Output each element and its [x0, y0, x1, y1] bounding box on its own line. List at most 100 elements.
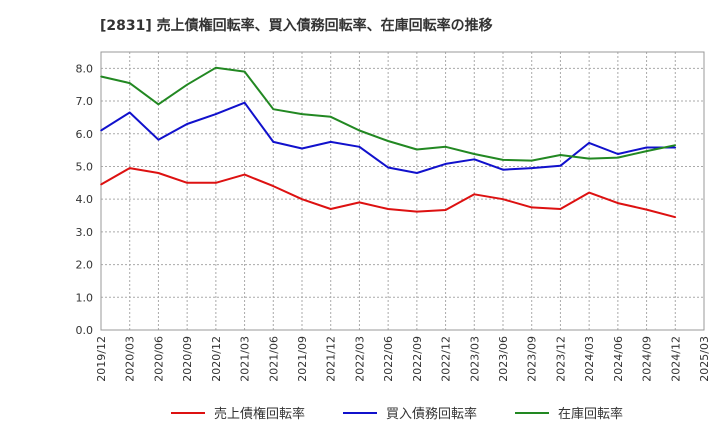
data-point [272, 185, 275, 187]
data-point [157, 103, 160, 106]
data-point [100, 183, 102, 186]
x-tick-label: 2021/03 [239, 336, 252, 382]
x-tick-label: 2023/09 [526, 336, 539, 382]
x-tick-label: 2023/12 [554, 336, 567, 382]
legend: 売上債権回転率 買入債務回転率 在庫回転率 [171, 406, 623, 422]
data-point [444, 146, 447, 148]
x-tick-label: 2021/12 [325, 336, 338, 382]
data-point [301, 198, 303, 200]
x-tick-label: 2020/06 [152, 336, 165, 382]
legend-label-2: 在庫回転率 [558, 406, 623, 422]
data-point [128, 82, 131, 84]
x-tick-label: 2024/12 [669, 336, 682, 382]
y-axis-ticks: 0.0 1.0 2.0 3.0 4.0 5.0 6.0 7.0 8.0 [76, 62, 94, 337]
grid-lines [100, 52, 705, 331]
y-tick-label: 1.0 [76, 291, 94, 304]
data-point [387, 140, 389, 142]
data-point [329, 141, 332, 143]
data-point [387, 208, 389, 210]
data-point [329, 115, 332, 118]
data-point [272, 141, 275, 143]
x-tick-label: 2022/03 [353, 336, 366, 382]
y-tick-label: 2.0 [76, 259, 94, 272]
data-point [530, 206, 533, 209]
data-point [243, 70, 246, 73]
legend-label-1: 買入債務回転率 [386, 406, 477, 422]
x-tick-label: 2020/12 [210, 336, 223, 382]
data-point [329, 208, 332, 210]
data-point [128, 111, 131, 114]
data-point [588, 142, 590, 144]
data-point [186, 83, 188, 86]
x-tick-label: 2025/03 [698, 336, 711, 382]
x-tick-label: 2020/09 [181, 336, 194, 382]
y-tick-label: 6.0 [76, 128, 94, 141]
y-tick-label: 3.0 [76, 226, 94, 239]
data-point [645, 150, 648, 152]
x-tick-label: 2023/03 [468, 336, 481, 382]
y-tick-label: 0.0 [76, 324, 94, 337]
data-point [358, 201, 361, 204]
x-tick-label: 2022/09 [411, 336, 424, 382]
data-point [215, 113, 217, 115]
x-tick-label: 2021/06 [267, 336, 280, 382]
data-point [416, 172, 418, 174]
data-point [502, 159, 504, 161]
data-point [100, 75, 102, 78]
data-point [617, 202, 619, 204]
data-point [272, 108, 275, 111]
x-tick-label: 2024/09 [641, 336, 654, 382]
data-point [128, 167, 131, 169]
data-point [502, 168, 504, 171]
data-point [530, 167, 533, 169]
data-point [530, 159, 533, 162]
x-axis-ticks: 2019/12 2020/03 2020/06 2020/09 2020/12 2021/… [95, 336, 711, 382]
data-point [157, 138, 160, 141]
data-point [243, 173, 246, 176]
x-tick-label: 2024/06 [612, 336, 625, 382]
x-tick-label: 2023/06 [497, 336, 510, 382]
plot-frame [100, 51, 705, 331]
data-point [674, 216, 677, 218]
data-point [502, 198, 504, 200]
data-point [473, 153, 476, 155]
x-tick-label: 2022/12 [440, 336, 453, 382]
data-point [243, 101, 246, 104]
series-lines [100, 66, 677, 219]
x-tick-label: 2019/12 [95, 336, 108, 382]
data-point [559, 154, 562, 156]
data-point [416, 210, 418, 213]
data-point [645, 146, 648, 149]
data-point [215, 182, 217, 184]
legend-label-0: 売上債権回転率 [214, 406, 305, 422]
data-point [473, 193, 476, 196]
x-tick-label: 2024/03 [583, 336, 596, 382]
data-point [588, 191, 590, 194]
data-point [186, 123, 188, 125]
data-point [387, 166, 389, 169]
data-point [473, 158, 476, 161]
data-point [559, 208, 562, 210]
data-point [645, 208, 648, 211]
y-tick-label: 7.0 [76, 95, 94, 108]
x-tick-label: 2020/03 [124, 336, 137, 382]
data-point [444, 163, 447, 165]
data-point [301, 147, 303, 150]
data-point [301, 113, 303, 115]
y-tick-label: 5.0 [76, 160, 94, 173]
x-tick-label: 2022/06 [382, 336, 395, 382]
data-point [444, 209, 447, 211]
chart-title: [2831] 売上債権回転率、買入債務回転率、在庫回転率の推移 [100, 17, 493, 34]
data-point [157, 172, 160, 174]
x-tick-label: 2021/09 [296, 336, 309, 382]
data-point [358, 146, 361, 148]
data-point [617, 156, 619, 159]
data-point [617, 153, 619, 155]
data-point [588, 157, 590, 160]
y-tick-label: 4.0 [76, 193, 94, 206]
data-point [215, 66, 217, 69]
data-point [559, 165, 562, 167]
y-tick-label: 8.0 [76, 62, 94, 75]
data-point [416, 148, 418, 151]
